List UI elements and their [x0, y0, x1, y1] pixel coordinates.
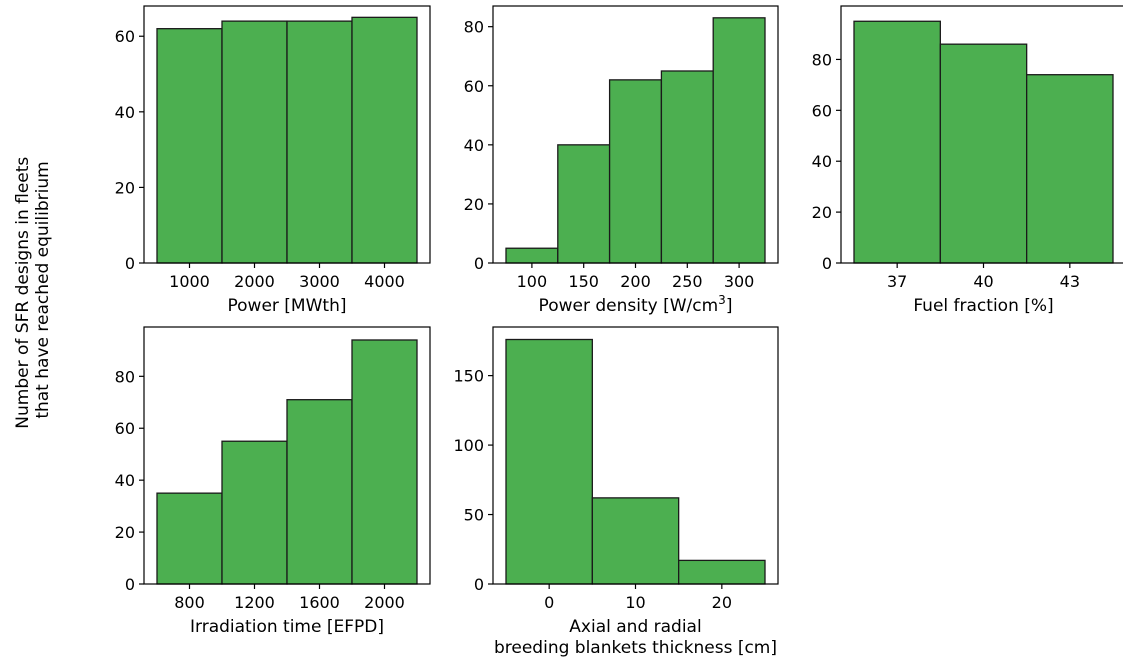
- bar-2000: [221, 20, 288, 264]
- y-tick-label: 0: [822, 254, 832, 273]
- y-tick-label: 20: [812, 203, 832, 222]
- y-tick-label: 100: [453, 436, 484, 455]
- bar-250: [660, 70, 714, 264]
- bar-150: [557, 144, 611, 264]
- bar-4000: [351, 16, 418, 264]
- bar-37: [853, 20, 941, 264]
- x-tick-label: 200: [620, 272, 651, 291]
- x-axis-label: Power [MWth]: [228, 296, 347, 316]
- bar-43: [1026, 74, 1114, 264]
- bar-2000: [351, 339, 418, 585]
- y-tick-label: 60: [115, 27, 135, 46]
- x-tick-label: 20: [712, 593, 732, 612]
- y-tick-label: 20: [115, 523, 135, 542]
- subplot-4: 0 20 40 60 80 800 1200 1600 2000 Irradiation time…: [115, 326, 431, 637]
- x-tick-label: 1200: [234, 593, 275, 612]
- bar-200: [608, 79, 663, 264]
- bar-800: [156, 492, 223, 585]
- bar-40: [939, 43, 1028, 264]
- y-tick-label: 80: [115, 367, 135, 386]
- bar-3000: [286, 20, 353, 264]
- bar-1600: [286, 399, 353, 585]
- bar-10: [591, 497, 680, 585]
- y-tick-label: 80: [464, 18, 484, 37]
- shared-ylabel: Number of SFR designs in fleets that hav…: [13, 151, 53, 428]
- y-tick-label: 0: [474, 254, 484, 273]
- bar-300: [712, 17, 766, 264]
- y-tick-label: 40: [115, 471, 135, 490]
- x-tick-label: 2000: [234, 272, 275, 291]
- y-tick-label: 60: [464, 77, 484, 96]
- axes-frame: [143, 5, 431, 264]
- x-tick-label: 37: [887, 272, 907, 291]
- y-tick-label: 20: [464, 195, 484, 214]
- x-tick-label: 150: [568, 272, 599, 291]
- y-tick-label: 40: [812, 152, 832, 171]
- x-tick-label: 40: [973, 272, 993, 291]
- bar-1200: [221, 440, 288, 585]
- bar-20: [678, 559, 766, 585]
- y-tick-label: 40: [115, 103, 135, 122]
- x-axis-label-line-2: breeding blankets thickness [cm]: [494, 638, 777, 658]
- y-tick-label: 80: [812, 50, 832, 69]
- subplot-3: 0 20 40 60 80 37 40 43 Fuel fraction [%]: [812, 5, 1123, 316]
- y-tick-label: 60: [812, 101, 832, 120]
- y-tick-label: 0: [125, 575, 135, 594]
- x-tick-label: 0: [544, 593, 554, 612]
- y-tick-label: 20: [115, 178, 135, 197]
- x-tick-label: 100: [517, 272, 548, 291]
- x-tick-label: 3000: [299, 272, 340, 291]
- x-tick-label: 1000: [169, 272, 210, 291]
- y-tick-label: 0: [125, 254, 135, 273]
- y-tick-label: 0: [474, 575, 484, 594]
- shared-ylabel-line-1: Number of SFR designs in fleets: [13, 157, 33, 429]
- x-tick-label: 4000: [364, 272, 405, 291]
- y-tick-label: 150: [453, 367, 484, 386]
- x-tick-label: 300: [724, 272, 755, 291]
- bar-100: [505, 247, 559, 264]
- bar-1000: [156, 28, 223, 264]
- x-axis-label: Irradiation time [EFPD]: [190, 617, 384, 637]
- x-tick-label: 800: [174, 593, 205, 612]
- x-axis-label-line-1: Axial and radial: [569, 617, 701, 637]
- x-tick-label: 2000: [364, 593, 405, 612]
- y-tick-label: 60: [115, 419, 135, 438]
- y-tick-label: 50: [464, 506, 484, 525]
- x-tick-label: 43: [1060, 272, 1080, 291]
- bar-0: [505, 338, 593, 585]
- x-tick-label: 250: [672, 272, 703, 291]
- shared-ylabel-line-2: that have reached equilibrium: [33, 161, 53, 418]
- subplot-2: 0 20 40 60 80 100 150 200 250 300 Power density [W…: [464, 5, 779, 316]
- y-tick-label: 40: [464, 136, 484, 155]
- x-axis-label: Fuel fraction [%]: [913, 296, 1053, 316]
- x-tick-label: 1600: [299, 593, 340, 612]
- x-axis-label: Power density [W/cm3]: [539, 293, 733, 316]
- axes-frame: [143, 326, 431, 585]
- x-tick-label: 10: [625, 593, 645, 612]
- subplot-1: 0 20 40 60 1000 2000 3000 4000 Power [MWth]: [115, 5, 431, 316]
